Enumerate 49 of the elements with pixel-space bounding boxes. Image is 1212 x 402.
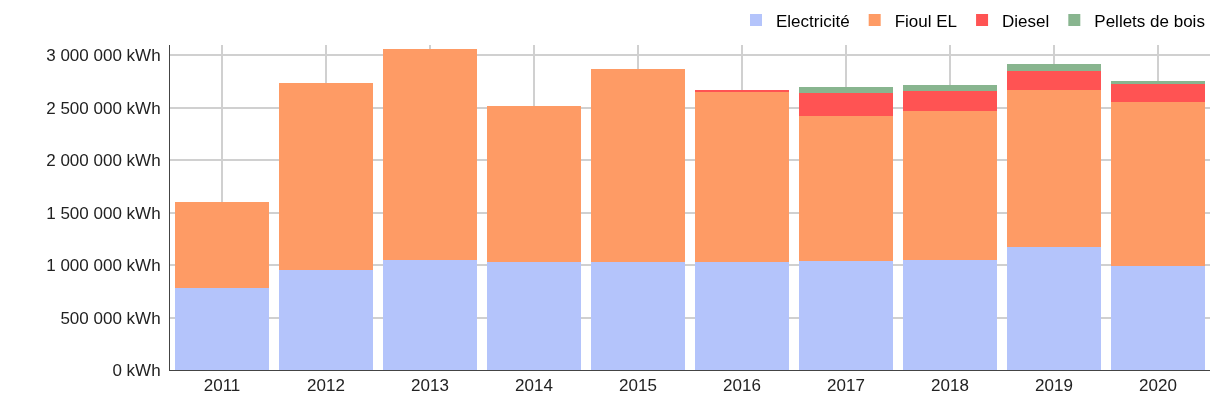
bar — [903, 259, 997, 370]
bar — [799, 86, 893, 94]
bar — [1007, 63, 1101, 72]
y-tick-label: 2 000 000 kWh — [46, 151, 161, 171]
bar — [279, 82, 373, 271]
bar — [1007, 90, 1101, 248]
bar — [383, 259, 477, 370]
bar — [279, 270, 373, 370]
legend-label: Fioul EL — [894, 11, 958, 31]
x-tick-label: 2019 — [1035, 376, 1073, 396]
x-tick-label: 2017 — [827, 376, 865, 396]
bar — [799, 116, 893, 261]
bar — [903, 91, 997, 112]
x-tick-label: 2013 — [411, 376, 449, 396]
y-tick-label: 3 000 000 kWh — [46, 46, 161, 66]
x-tick-label: 2016 — [723, 376, 761, 396]
y-tick-label: 0 kWh — [112, 360, 161, 380]
bar — [591, 69, 685, 263]
bar — [1007, 247, 1101, 370]
bar — [1111, 101, 1205, 267]
y-tick-label: 1 000 000 kWh — [46, 256, 161, 276]
bar — [383, 49, 477, 260]
x-tick-label: 2020 — [1139, 376, 1177, 396]
y-tick-label: 2 500 000 kWh — [46, 98, 161, 118]
x-tick-label: 2012 — [307, 376, 345, 396]
bar — [695, 262, 789, 370]
bar — [799, 93, 893, 117]
y-tick-label: 500 000 kWh — [60, 308, 161, 328]
bar — [1111, 266, 1205, 370]
bar — [1111, 80, 1205, 84]
bar — [487, 262, 581, 370]
bar — [591, 262, 685, 370]
x-tick-label: 2015 — [619, 376, 657, 396]
bar — [1007, 71, 1101, 91]
bar — [695, 91, 789, 263]
legend-label: Diesel — [1002, 11, 1050, 31]
x-tick-label: 2011 — [203, 376, 241, 396]
bar — [1111, 83, 1205, 102]
bar — [175, 288, 269, 370]
x-tick-label: 2014 — [515, 376, 553, 396]
x-tick-label: 2018 — [931, 376, 969, 396]
bar — [175, 202, 269, 289]
y-tick-label: 1 500 000 kWh — [46, 203, 161, 223]
bar — [903, 111, 997, 260]
bar — [799, 260, 893, 370]
bar — [903, 84, 997, 92]
legend-label: Electricité — [776, 11, 850, 31]
legend-label: Pellets de bois — [1094, 11, 1205, 31]
bar — [487, 105, 581, 263]
